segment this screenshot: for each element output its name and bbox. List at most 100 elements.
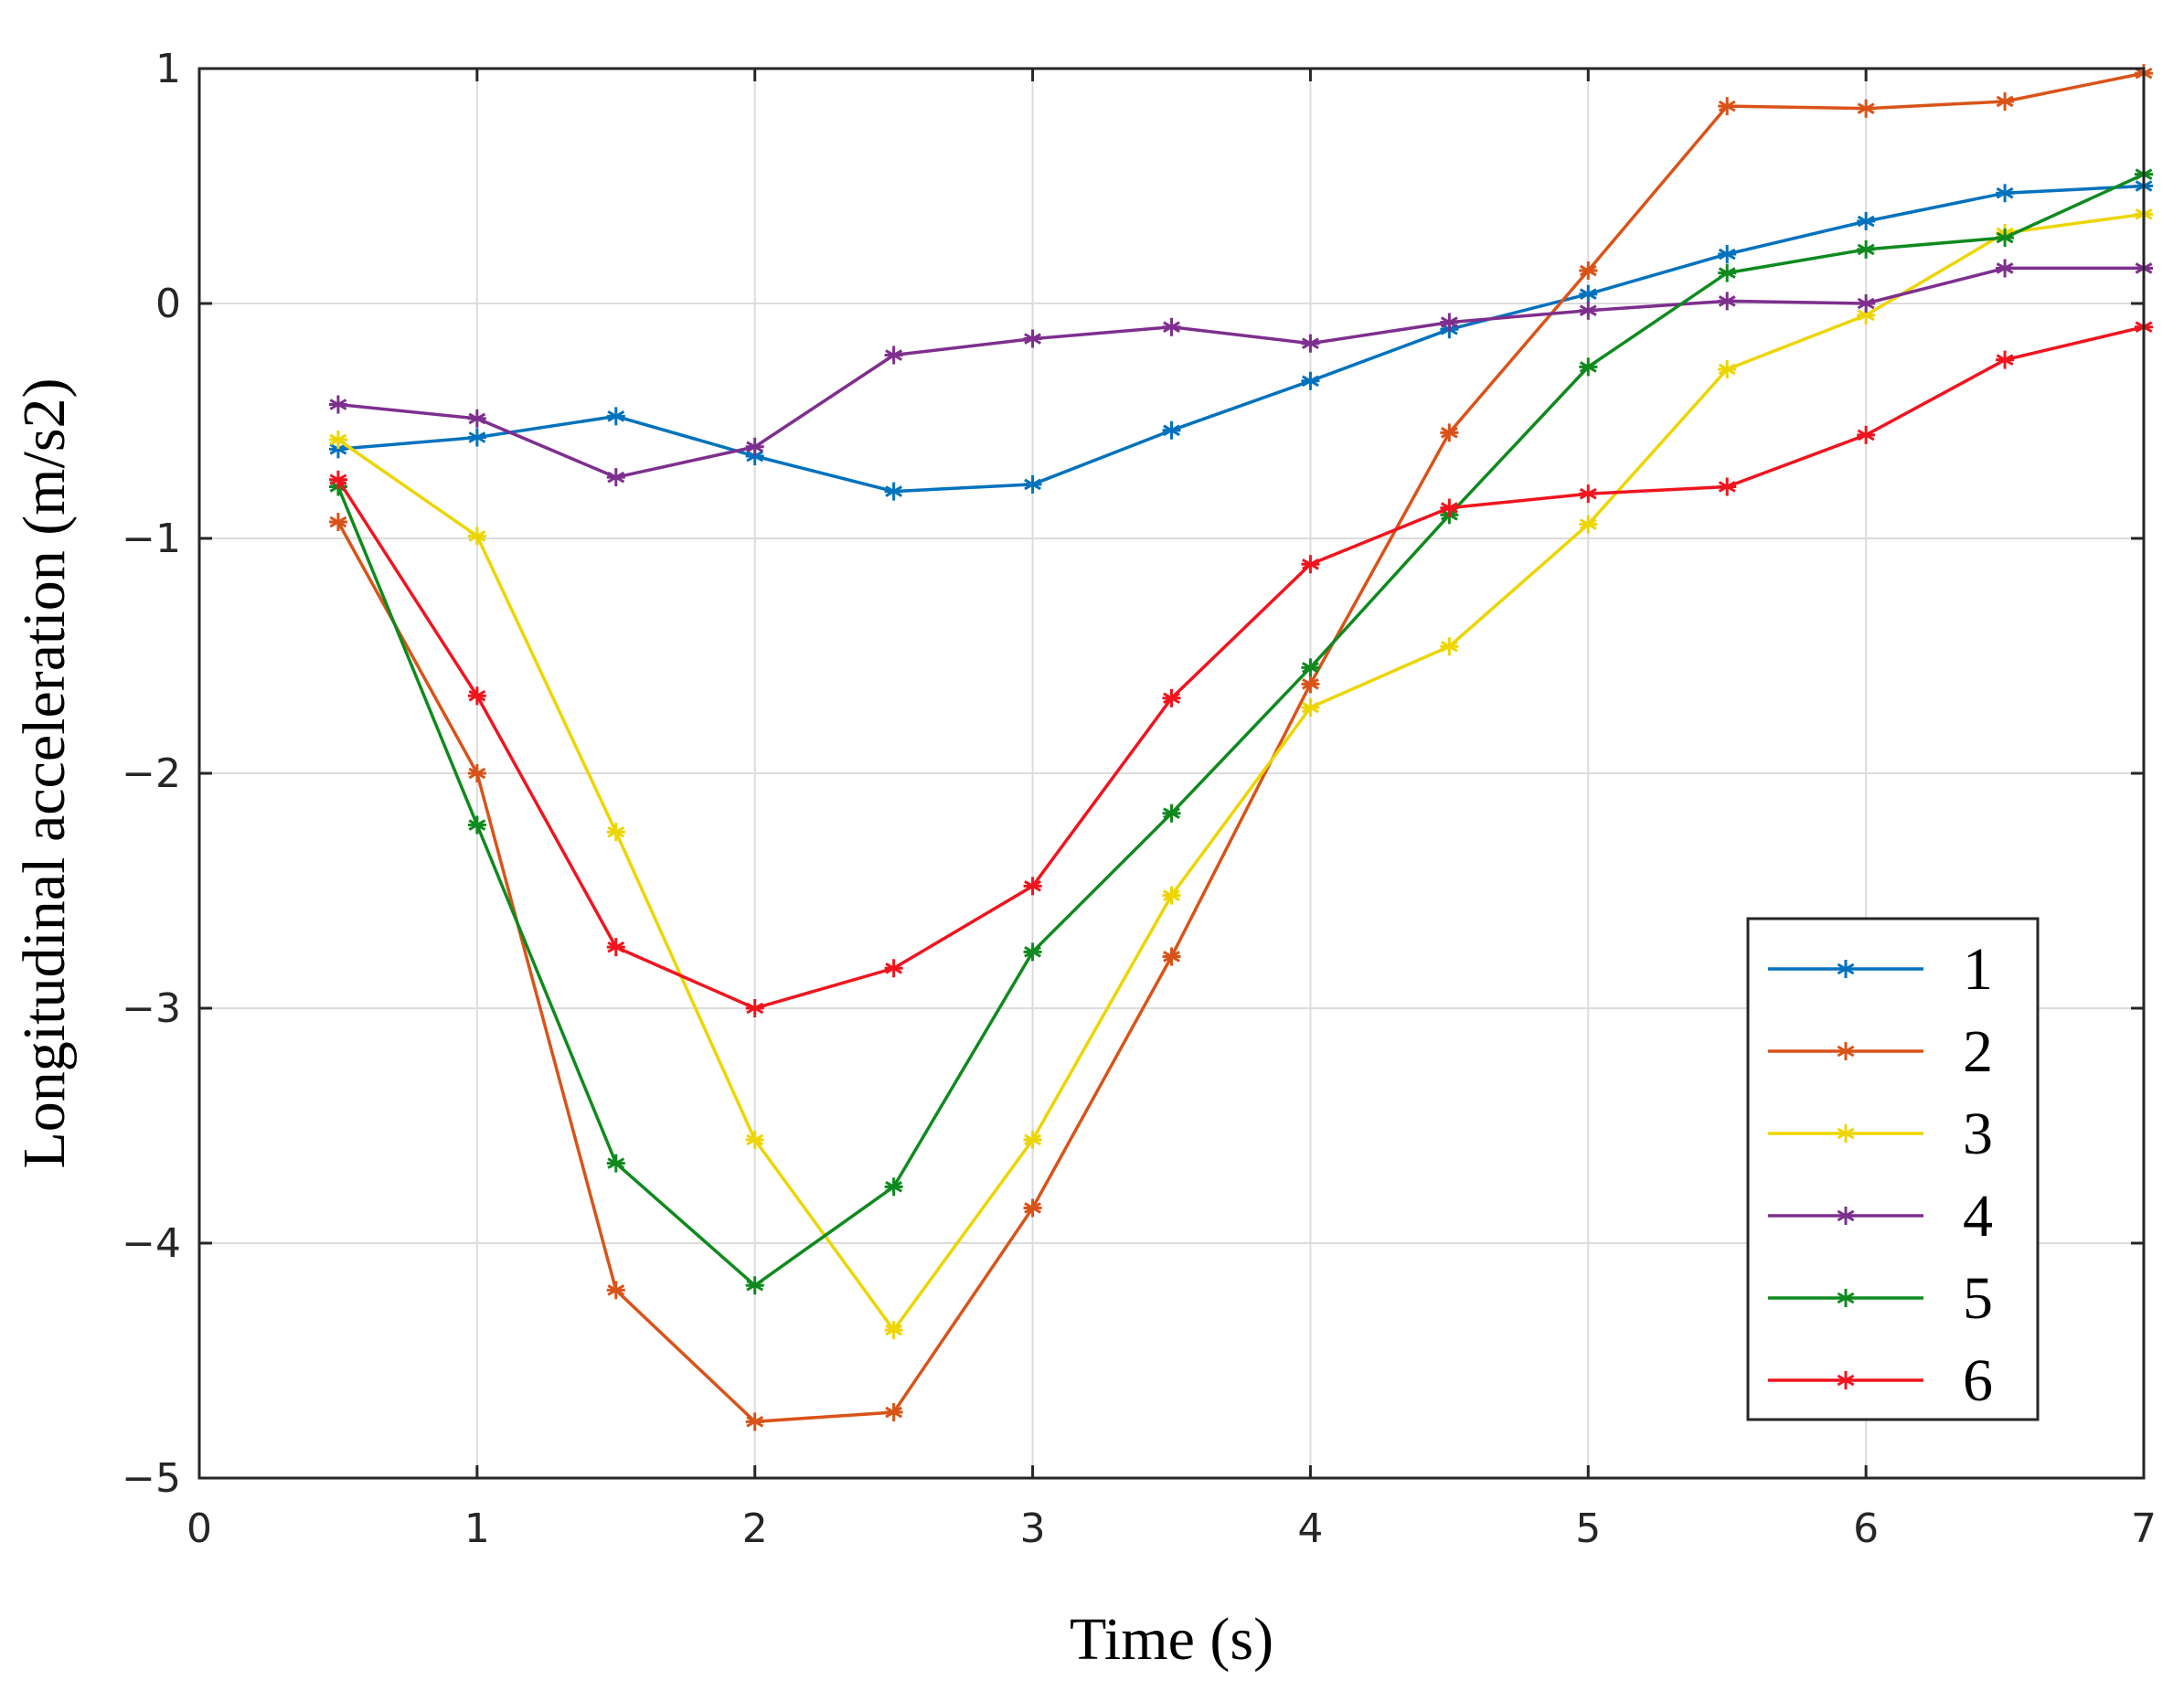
data-point [1996,350,2015,369]
data-point [1440,498,1459,517]
data-point [1579,357,1598,377]
data-point [1440,637,1459,656]
data-point [467,409,486,428]
data-point [884,346,903,365]
x-tick-label: 3 [1020,1505,1046,1552]
data-point [1023,1198,1042,1218]
x-tick-label: 0 [186,1505,212,1552]
data-point [745,999,764,1017]
data-point [1579,301,1598,320]
legend-item: 1 [1768,936,1993,1003]
x-tick-label: 5 [1575,1505,1601,1552]
data-point [467,815,486,835]
data-point [1023,877,1042,896]
data-point [884,959,903,978]
x-axis-title: Time (s) [1070,1606,1273,1673]
legend-swatch-marker [1837,1042,1855,1060]
data-point [1162,317,1181,336]
data-point [1579,515,1598,534]
data-point [1301,658,1320,677]
x-tick-label: 2 [742,1505,768,1552]
data-point [1301,371,1320,390]
series-line-1 [337,184,2145,494]
data-point [1579,484,1598,504]
data-point [467,527,486,546]
data-point [884,1321,903,1340]
data-point [1996,229,2015,248]
data-point [1579,261,1598,281]
data-point [328,440,347,459]
y-axis-title: Longitudinal acceleration (m/s2) [11,378,78,1168]
legend: 1 2 3 4 5 6 [1746,917,2040,1421]
data-point [884,1403,903,1422]
data-point [1718,97,1737,116]
data-point [1162,886,1181,905]
data-point [328,470,347,489]
legend-label: 2 [1963,1018,1993,1085]
data-point [1996,184,2015,203]
axis-ticks: 0 1 2 3 4 5 6 7 1 0 −1 −2 −3 −4 −5 [122,46,2157,1552]
y-tick-label: −4 [122,1220,181,1267]
data-point [1301,555,1320,574]
x-tick-label: 1 [464,1505,490,1552]
series-group [328,64,2153,1431]
data-point [1162,688,1181,707]
series-line-3 [336,212,2145,1334]
legend-item: 6 [1768,1347,1993,1414]
data-point [1023,942,1042,962]
data-point [1440,313,1459,332]
data-point [1996,91,2015,111]
data-point [1718,477,1737,496]
x-tick-label: 4 [1297,1505,1323,1552]
data-point [1440,423,1459,442]
x-tick-label: 6 [1853,1505,1879,1552]
data-point [328,431,347,450]
legend-label: 5 [1963,1265,1993,1332]
x-tick-label: 7 [2131,1505,2157,1552]
data-point [1996,259,2015,278]
data-point [1718,245,1737,264]
y-tick-label: 0 [155,281,181,327]
series-line-6 [336,324,2145,1010]
data-point [467,686,486,706]
data-point [745,1276,764,1295]
legend-item: 2 [1768,1018,1993,1085]
y-tick-label: −1 [122,516,181,562]
legend-swatch-marker [1837,1124,1855,1143]
data-point [606,468,625,487]
data-point [1162,420,1181,440]
legend-label: 6 [1963,1347,1993,1414]
legend-label: 4 [1963,1183,1993,1250]
legend-swatch-marker [1837,960,1855,978]
y-tick-label: 1 [155,46,181,92]
series-2 [328,64,2153,1431]
data-point [884,482,903,501]
legend-swatch-marker [1837,1289,1855,1307]
data-point [1857,212,1876,231]
legend-item: 5 [1768,1265,1993,1332]
data-point [745,447,764,466]
data-point [1857,305,1876,324]
data-point [1857,425,1876,444]
data-point [606,823,625,842]
data-point [1718,359,1737,378]
legend-box [1746,917,2040,1421]
data-point [1162,803,1181,823]
data-point [1718,292,1737,311]
data-point [745,1130,764,1149]
legend-item: 4 [1768,1183,1993,1250]
legend-swatch-marker [1837,1371,1855,1389]
series-line-5 [336,173,2145,1288]
series-line-2 [336,71,2145,1424]
legend-label: 3 [1963,1101,1993,1167]
data-point [606,1154,625,1173]
data-point [1718,263,1737,282]
data-point [328,513,347,532]
legend-label: 1 [1963,936,1993,1003]
legend-item: 3 [1768,1101,1993,1167]
data-point [1857,99,1876,118]
data-point [1162,947,1181,966]
data-point [884,1177,903,1197]
data-point [467,428,486,447]
